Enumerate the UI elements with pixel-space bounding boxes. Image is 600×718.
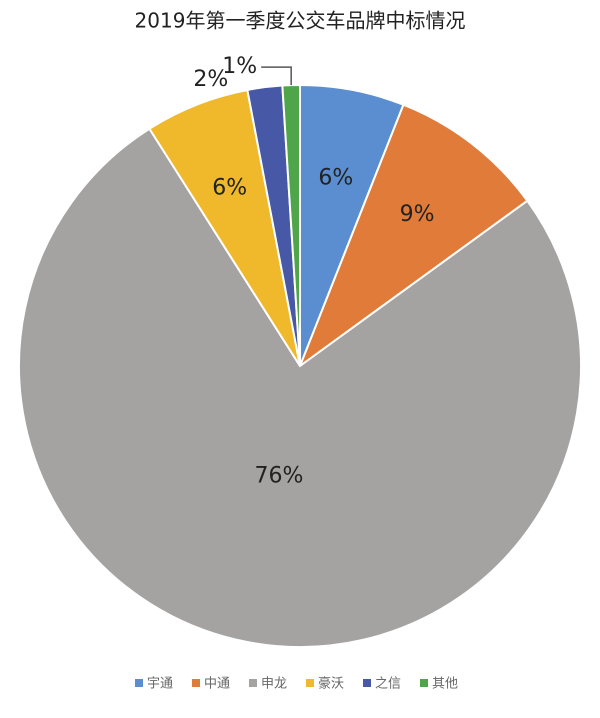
data-label: 1% (222, 54, 257, 79)
legend-label: 申龙 (261, 677, 287, 692)
legend-swatch (363, 679, 371, 687)
legend-swatch (420, 679, 428, 687)
legend-label: 宇通 (147, 677, 173, 692)
legend-swatch (249, 679, 257, 687)
legend-swatch (135, 679, 143, 687)
data-label: 6% (318, 165, 353, 190)
data-label: 76% (254, 463, 303, 488)
data-label: 6% (212, 175, 247, 200)
legend-label: 之信 (375, 677, 401, 692)
pie-slice (18, 127, 582, 648)
data-label: 2% (193, 67, 228, 92)
leader-line (261, 66, 292, 86)
data-label: 9% (400, 202, 435, 227)
chart-title: 2019年第一季度公交车品牌中标情况 (135, 9, 466, 33)
pie-slice (281, 83, 301, 367)
pie-slice (297, 103, 529, 369)
legend-swatch (192, 679, 200, 687)
legend-swatch (306, 679, 314, 687)
legend-label: 豪沃 (318, 676, 344, 692)
legend-label: 其他 (432, 677, 458, 692)
legend-label: 中通 (204, 677, 230, 692)
